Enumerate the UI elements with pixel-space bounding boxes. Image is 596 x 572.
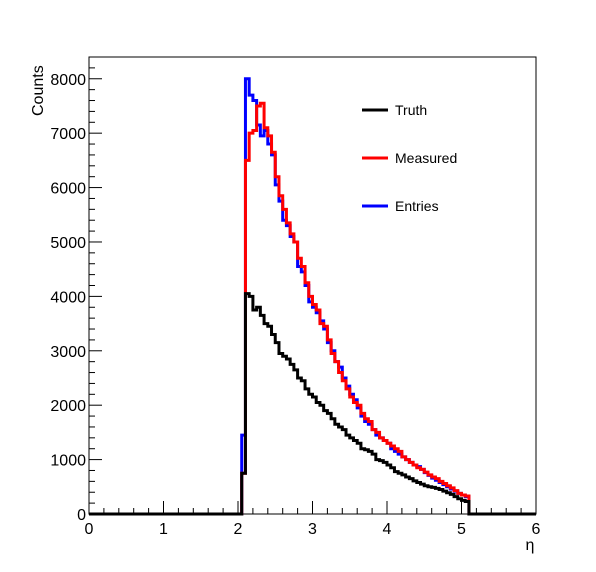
y-tick-label: 1000 (50, 453, 86, 470)
x-tick-label: 3 (308, 521, 317, 538)
x-tick-label: 4 (383, 521, 392, 538)
x-tick-label: 2 (234, 521, 243, 538)
y-tick-label: 5000 (50, 235, 86, 252)
legend: Truth Measured Entries (362, 102, 457, 214)
legend-label-entries: Entries (395, 198, 439, 214)
x-tick-label: 6 (532, 521, 541, 538)
y-tick-label: 3000 (50, 344, 86, 361)
histogram-series-layer (89, 77, 536, 516)
y-tick-label: 7000 (50, 126, 86, 143)
legend-label-truth: Truth (395, 102, 427, 118)
y-tick-label: 0 (77, 507, 86, 524)
x-tick-label: 5 (457, 521, 466, 538)
x-tick-label: 0 (85, 521, 94, 538)
y-tick-label: 4000 (50, 289, 86, 306)
y-tick-label: 6000 (50, 181, 86, 198)
series-line-measured (89, 101, 536, 516)
axis-ticks: 0 1 2 3 4 5 6 0 1000 2000 3000 4000 5000 6000 7000 8000 (50, 56, 541, 538)
y-axis-title: Counts (30, 65, 47, 116)
x-tick-label: 1 (159, 521, 168, 538)
x-axis-title: η (526, 537, 535, 554)
series-line-truth (89, 292, 536, 516)
y-tick-label: 2000 (50, 398, 86, 415)
legend-label-measured: Measured (395, 150, 457, 166)
y-tick-label: 8000 (50, 72, 86, 89)
